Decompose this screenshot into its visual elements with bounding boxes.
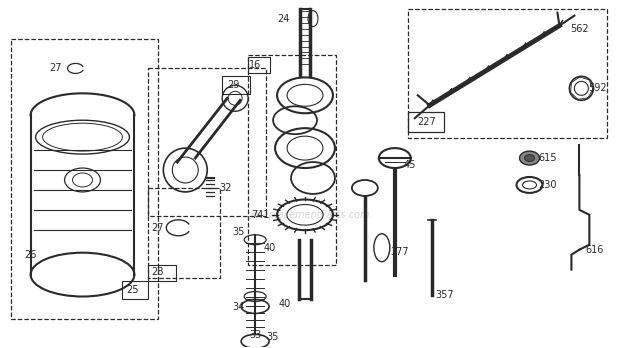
Text: 32: 32: [219, 183, 231, 193]
Bar: [11, 39, 158, 319]
Text: 24: 24: [277, 14, 290, 24]
Text: 592: 592: [588, 83, 606, 93]
Text: 28: 28: [151, 267, 164, 277]
Ellipse shape: [523, 181, 536, 189]
Ellipse shape: [379, 148, 411, 168]
Text: eReplacementParts.com: eReplacementParts.com: [250, 210, 370, 220]
Text: 40: 40: [264, 243, 277, 253]
Ellipse shape: [520, 151, 539, 165]
Text: 615: 615: [538, 153, 557, 163]
Ellipse shape: [352, 180, 378, 196]
Text: 35: 35: [266, 332, 278, 342]
Text: 27: 27: [50, 63, 62, 73]
Text: 616: 616: [585, 245, 603, 255]
Bar: [408, 112, 444, 132]
Bar: [148, 188, 220, 278]
Text: 40: 40: [279, 300, 291, 309]
Ellipse shape: [525, 155, 534, 161]
Text: 34: 34: [232, 302, 244, 313]
Text: 357: 357: [435, 290, 454, 300]
Text: 26: 26: [24, 250, 37, 260]
Text: 227: 227: [417, 117, 436, 127]
Bar: [248, 57, 270, 73]
Text: 562: 562: [570, 24, 589, 34]
Bar: [408, 9, 608, 138]
Bar: [122, 280, 148, 299]
Text: 25: 25: [126, 285, 139, 294]
Text: 16: 16: [249, 61, 261, 70]
Text: 29: 29: [227, 80, 239, 90]
Text: 230: 230: [538, 180, 557, 190]
Text: 377: 377: [391, 247, 409, 257]
Text: 27: 27: [151, 223, 164, 233]
Text: 741: 741: [251, 210, 269, 220]
Bar: [248, 55, 336, 264]
Text: 45: 45: [404, 160, 416, 170]
Text: 35: 35: [232, 227, 244, 237]
Text: 33: 33: [249, 330, 261, 340]
Bar: [148, 264, 176, 280]
Bar: [148, 69, 266, 216]
Bar: [222, 77, 250, 94]
